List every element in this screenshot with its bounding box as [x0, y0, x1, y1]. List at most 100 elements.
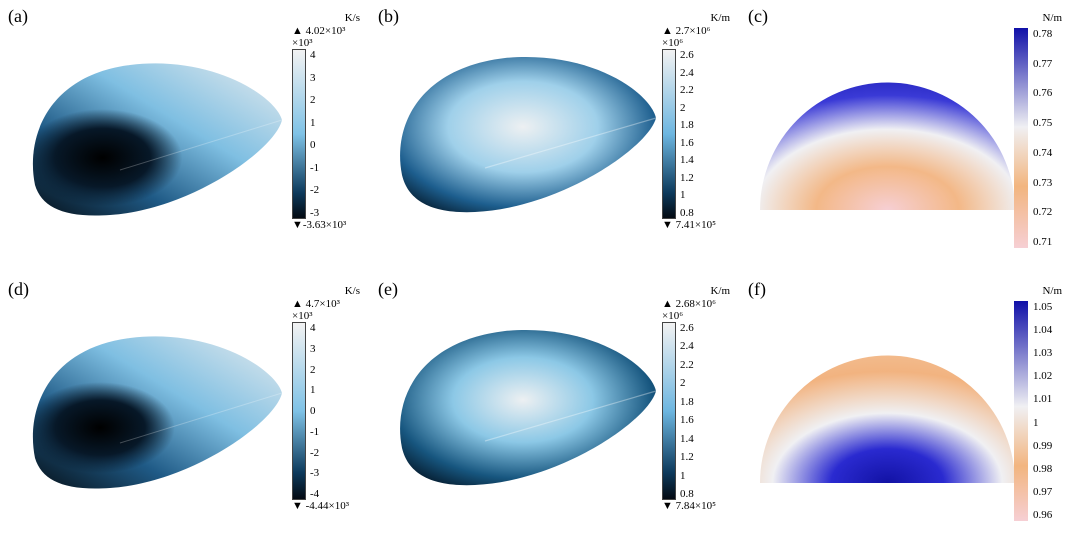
figure-grid: (a) K/s ▲ 4.02×10³ [0, 0, 1080, 546]
tick-label: 2.2 [680, 84, 694, 96]
surface-plot-d [20, 313, 290, 498]
colorbar-e: K/m ▲ 2.68×10⁶ ×10⁶ 2.6 2.4 2.2 2 1.8 1.6 1.4 1… [662, 285, 730, 535]
colorbar-exponent: ×10³ [292, 310, 360, 322]
tick-label: 0.97 [1033, 486, 1052, 498]
colorbar-min: ▼ 7.41×10⁵ [662, 219, 730, 231]
tick-label: 2.6 [680, 49, 694, 61]
colorbar-unit: K/m [662, 12, 730, 24]
colorbar-a: K/s ▲ 4.02×10³ ×10³ 43210-1-2-3 ▼-3.63×1… [292, 12, 360, 262]
colorbar-unit: N/m [1042, 285, 1062, 297]
tick-label: 2.2 [680, 359, 694, 371]
colorbar-unit: K/s [292, 285, 360, 297]
tick-label: 1.04 [1033, 324, 1052, 336]
colorbar-b: K/m ▲ 2.7×10⁶ ×10⁶ 2.6 2.4 2.2 2 1.8 1.6 1.4 1.… [662, 12, 730, 262]
colorbar-f: 1.05 1.04 1.03 1.02 1.01 1 0.99 0.98 0.97 0.96 [1014, 301, 1066, 521]
tick-label: 3 [310, 343, 319, 355]
tick-label: 1 [310, 384, 319, 396]
tick-label: 0.8 [680, 488, 694, 500]
semicircle-plot-f [760, 328, 1015, 483]
tick-label: 2.4 [680, 67, 694, 79]
panel-c: (c) N/m 0.780.770.760.750.740.730.720.71 [740, 0, 1080, 273]
tick-label: 0.99 [1033, 440, 1052, 452]
colorbar-ticks: 43210-1-2-3 [306, 49, 319, 219]
tick-label: 2.6 [680, 322, 694, 334]
tick-label: 0.77 [1033, 58, 1052, 70]
semicircle-plot-c [760, 55, 1015, 210]
tick-label: 0.76 [1033, 87, 1052, 99]
panel-label: (f) [748, 279, 766, 300]
colorbar-unit: K/m [662, 285, 730, 297]
tick-label: 1.6 [680, 414, 694, 426]
colorbar-d: K/s ▲ 4.7×10³ ×10³ 4 3 2 1 0 -1 -2 -3 -4 ▼ -4.44… [292, 285, 360, 535]
tick-label: 2 [680, 102, 694, 114]
tick-label: 0 [310, 139, 319, 151]
tick-label: 0.78 [1033, 28, 1052, 40]
panel-label: (a) [8, 6, 28, 27]
colorbar-ticks: 0.780.770.760.750.740.730.720.71 [1028, 28, 1052, 248]
tick-label: 0.74 [1033, 147, 1052, 159]
surface-plot-b [390, 40, 660, 225]
tick-label: 2.4 [680, 340, 694, 352]
tick-label: -3 [310, 467, 319, 479]
tick-label: 1.8 [680, 396, 694, 408]
panel-d: (d) K/s ▲ 4.7×10³ × [0, 273, 370, 546]
tick-label: -2 [310, 184, 319, 196]
tick-label: 1.2 [680, 172, 694, 184]
tick-label: 1.6 [680, 137, 694, 149]
panel-label: (b) [378, 6, 399, 27]
tick-label: 1.4 [680, 154, 694, 166]
colorbar-unit: N/m [1042, 12, 1062, 24]
colorbar-c: 0.780.770.760.750.740.730.720.71 [1014, 28, 1066, 248]
tick-label: 2 [680, 377, 694, 389]
panel-label: (e) [378, 279, 398, 300]
colorbar-max: ▲ 2.7×10⁶ [662, 25, 730, 37]
surface-plot-e [390, 313, 660, 498]
colorbar-ticks: 2.6 2.4 2.2 2 1.8 1.6 1.4 1.2 1 0.8 [676, 49, 694, 219]
tick-label: 1.03 [1033, 347, 1052, 359]
tick-label: 4 [310, 322, 319, 334]
colorbar-exponent: ×10³ [292, 37, 360, 49]
colorbar-exponent: ×10⁶ [662, 37, 730, 49]
tick-label: -1 [310, 426, 319, 438]
colorbar-ticks: 1.05 1.04 1.03 1.02 1.01 1 0.99 0.98 0.97 0.96 [1028, 301, 1052, 521]
panel-label: (c) [748, 6, 768, 27]
panel-label: (d) [8, 279, 29, 300]
tick-label: 1.02 [1033, 370, 1052, 382]
colorbar-max: ▲ 4.7×10³ [292, 298, 360, 310]
tick-label: 1.05 [1033, 301, 1052, 313]
tick-label: 1 [310, 117, 319, 129]
colorbar-max: ▲ 4.02×10³ [292, 25, 360, 37]
tick-label: -3 [310, 207, 319, 219]
tick-label: -4 [310, 488, 319, 500]
panel-e: (e) K/m ▲ 2.68×10⁶ ×10⁶ 2.6 2.4 2.2 2 1.8 1.6… [370, 273, 740, 546]
tick-label: 0.98 [1033, 463, 1052, 475]
tick-label: 1.8 [680, 119, 694, 131]
tick-label: 2 [310, 364, 319, 376]
panel-f: (f) N/m 1.05 1.04 1.03 1.02 1.01 1 0.99 0.98 0.9… [740, 273, 1080, 546]
colorbar-exponent: ×10⁶ [662, 310, 730, 322]
tick-label: 0.96 [1033, 509, 1052, 521]
tick-label: 0.71 [1033, 236, 1052, 248]
panel-b: (b) K/m ▲ 2.7×10⁶ ×10⁶ 2.6 2.4 2.2 2 1.8 1.6 1… [370, 0, 740, 273]
panel-a: (a) K/s ▲ 4.02×10³ [0, 0, 370, 273]
colorbar-min: ▼ 7.84×10⁵ [662, 500, 730, 512]
tick-label: 1 [680, 189, 694, 201]
tick-label: 1.4 [680, 433, 694, 445]
tick-label: 0.8 [680, 207, 694, 219]
colorbar-ticks: 2.6 2.4 2.2 2 1.8 1.6 1.4 1.2 1 0.8 [676, 322, 694, 500]
tick-label: 0.75 [1033, 117, 1052, 129]
tick-label: 1.01 [1033, 393, 1052, 405]
tick-label: 3 [310, 72, 319, 84]
tick-label: 1 [1033, 417, 1052, 429]
tick-label: 0.72 [1033, 206, 1052, 218]
colorbar-min: ▼ -4.44×10³ [292, 500, 360, 512]
tick-label: 1 [680, 470, 694, 482]
tick-label: 0 [310, 405, 319, 417]
surface-plot-a [20, 40, 290, 225]
tick-label: 2 [310, 94, 319, 106]
tick-label: -2 [310, 447, 319, 459]
colorbar-unit: K/s [292, 12, 360, 24]
colorbar-max: ▲ 2.68×10⁶ [662, 298, 730, 310]
tick-label: 1.2 [680, 451, 694, 463]
colorbar-min: ▼-3.63×10³ [292, 219, 360, 231]
